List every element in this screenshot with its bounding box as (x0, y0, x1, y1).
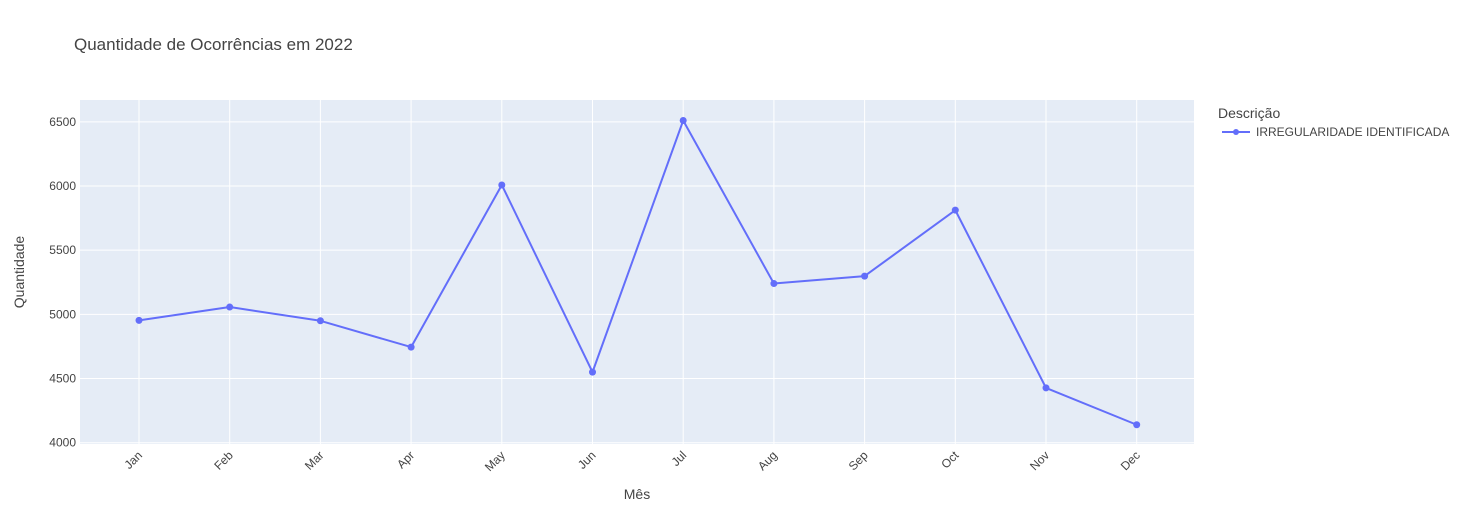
legend: Descrição IRREGULARIDADE IDENTIFICADA (1218, 105, 1449, 139)
data-point[interactable] (407, 343, 415, 351)
x-tick-label: Apr (394, 448, 417, 471)
grid-lines (80, 100, 1194, 444)
data-point[interactable] (1042, 384, 1050, 392)
series-lines (138, 119, 1138, 426)
x-tick-label: May (482, 448, 508, 474)
x-tick-label: Nov (1027, 448, 1052, 473)
x-tick-label: Oct (938, 448, 962, 472)
data-point[interactable] (770, 280, 778, 288)
data-point[interactable] (951, 206, 959, 214)
x-tick-label: Aug (755, 448, 780, 473)
x-tick-label: Feb (211, 448, 236, 473)
series-line (138, 119, 1138, 426)
y-axis-title: Quantidade (11, 236, 27, 309)
data-point[interactable] (1133, 421, 1141, 429)
x-axis-title: Mês (624, 486, 650, 502)
y-tick-label: 5000 (49, 307, 76, 321)
plot-area (80, 100, 1194, 444)
x-tick-label: Jun (575, 448, 599, 472)
y-tick-label: 5500 (49, 243, 76, 257)
legend-marker-icon (1233, 129, 1239, 135)
data-point[interactable] (679, 117, 687, 125)
data-point[interactable] (861, 272, 869, 280)
y-tick-label: 6500 (49, 115, 76, 129)
x-tick-label: Jul (669, 448, 690, 469)
data-point[interactable] (226, 303, 234, 311)
data-points (135, 117, 1141, 429)
data-point[interactable] (135, 316, 143, 324)
data-point[interactable] (316, 317, 324, 325)
y-tick-label: 6000 (49, 179, 76, 193)
y-tick-label: 4500 (49, 372, 76, 386)
data-point[interactable] (498, 181, 506, 189)
x-tick-label: Sep (846, 448, 871, 473)
x-axis-ticks: Jan Feb Mar Apr May Jun Jul Aug Sep Oct Nov Dec (122, 448, 1143, 474)
legend-item-label: IRREGULARIDADE IDENTIFICADA (1256, 125, 1449, 139)
data-point[interactable] (589, 368, 596, 376)
x-tick-label: Dec (1118, 448, 1143, 473)
y-tick-label: 4000 (49, 436, 76, 450)
x-tick-label: Mar (302, 448, 327, 473)
y-axis-ticks: 4000 4500 5000 5500 6000 6500 (49, 115, 76, 450)
x-tick-label: Jan (122, 448, 146, 472)
chart-title: Quantidade de Ocorrências em 2022 (74, 35, 353, 54)
legend-title: Descrição (1218, 105, 1280, 121)
legend-item[interactable]: IRREGULARIDADE IDENTIFICADA (1222, 125, 1449, 139)
